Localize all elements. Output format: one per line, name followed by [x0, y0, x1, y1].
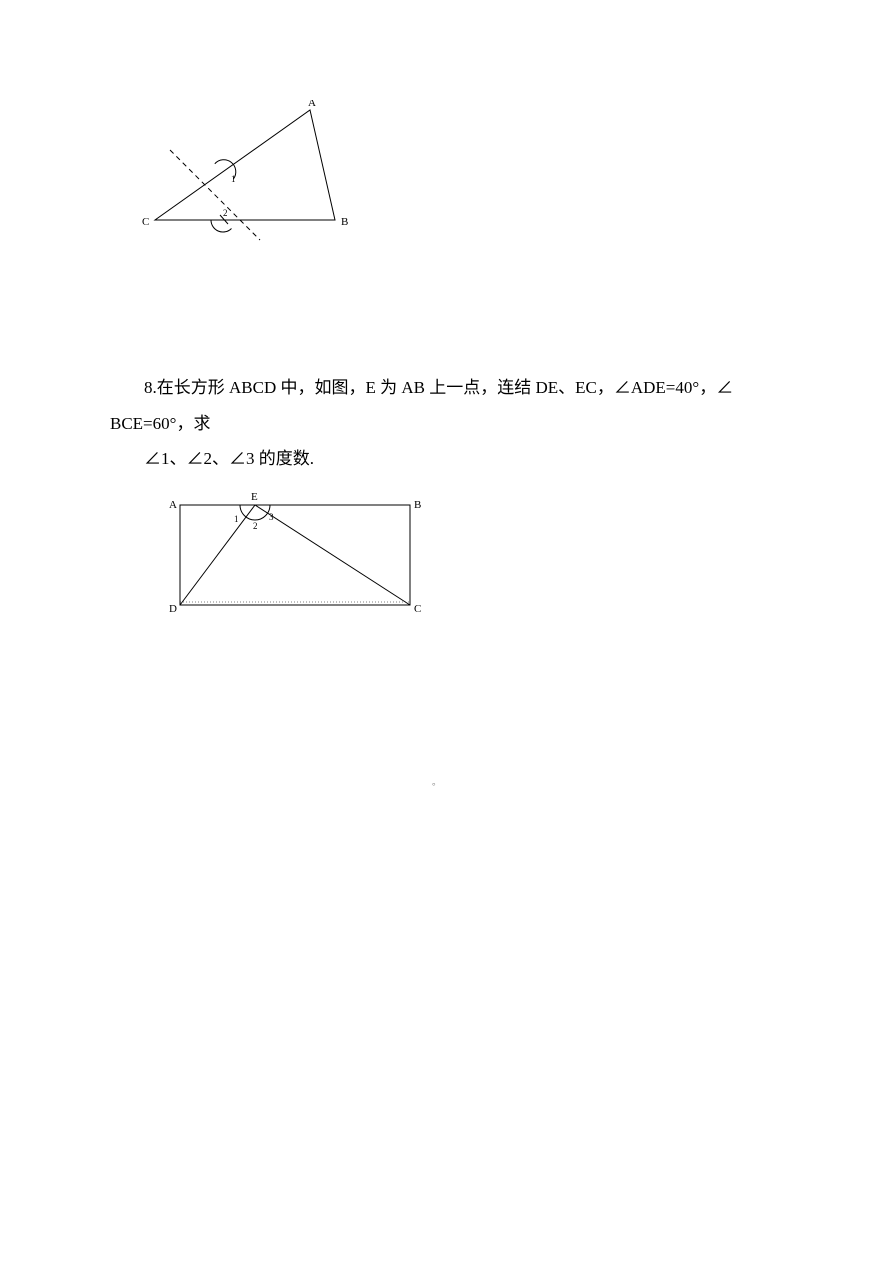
figure-rectangle: A B C D E 1 2 3 [160, 490, 430, 620]
angle-arc-e [240, 505, 270, 520]
line-ec [255, 505, 410, 605]
label-C2: C [414, 603, 421, 615]
angle-arc-2 [211, 220, 232, 232]
rect-abcd [180, 505, 410, 605]
label-A2: A [169, 499, 177, 511]
label-angle-2: 2 [223, 208, 228, 218]
problem-line3: ∠1、∠2、∠3 的度数. [144, 449, 314, 468]
label-angle-3b: 3 [269, 512, 274, 522]
label-D2: D [169, 603, 177, 615]
label-B2: B [414, 499, 421, 511]
footer-mark: 。 [432, 775, 441, 788]
label-angle-2b: 2 [253, 521, 258, 531]
triangle-abc [155, 110, 335, 220]
label-angle-1: 1 [231, 174, 236, 184]
label-angle-1b: 1 [234, 514, 239, 524]
problem-8-text: 8.在长方形 ABCD 中，如图，E 为 AB 上一点，连结 DE、EC，∠AD… [110, 370, 790, 477]
figure-triangle: A B C 1 2 [140, 100, 380, 250]
label-E: E [251, 491, 258, 503]
label-B: B [341, 216, 348, 228]
line-de [180, 505, 255, 605]
label-C: C [142, 216, 149, 228]
problem-line1: 在长方形 ABCD 中，如图，E 为 AB 上一点，连结 DE、EC，∠ADE=… [157, 378, 733, 397]
problem-number: 8. [144, 378, 157, 397]
label-A: A [308, 100, 316, 109]
problem-line2: BCE=60°，求 [110, 414, 210, 433]
